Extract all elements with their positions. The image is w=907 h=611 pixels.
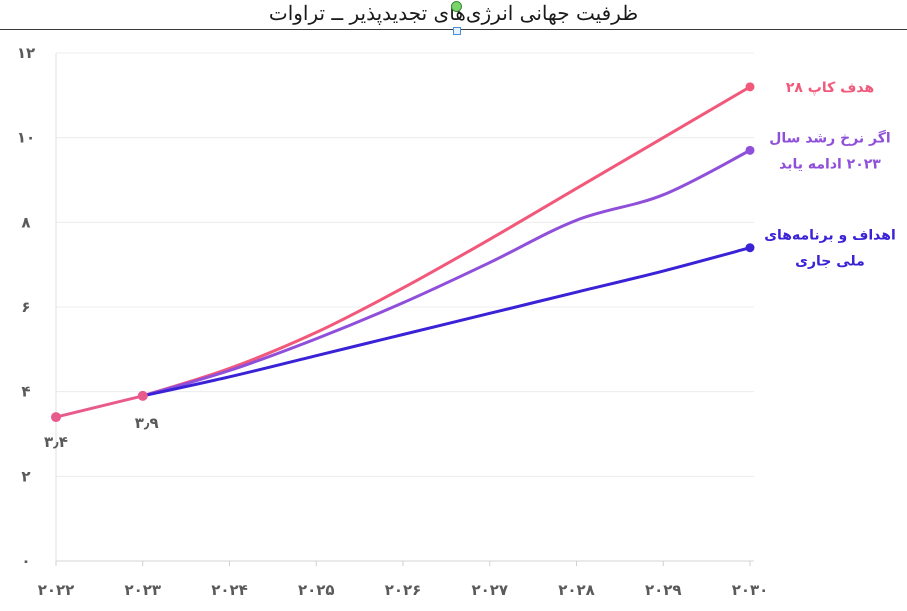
series-end-point	[745, 82, 755, 92]
x-tick-label: ۲۰۲۷	[471, 581, 508, 599]
series-label: ملی جاری	[795, 254, 865, 270]
history-point	[137, 390, 148, 401]
series-label: اگر نرخ رشد سال	[769, 129, 890, 146]
series-end-point	[745, 145, 755, 155]
grid-lines	[56, 52, 754, 562]
series-line	[141, 246, 752, 398]
x-tick-label: ۲۰۳۰	[732, 581, 769, 599]
x-tick-label: ۲۰۲۵	[298, 581, 335, 599]
x-tick-label: ۲۰۲۴	[211, 581, 248, 599]
series-label: هدف کاپ ۲۸	[786, 80, 874, 96]
x-tick-label: ۲۰۲۳	[124, 581, 161, 599]
series-line	[141, 148, 752, 398]
y-tick-label: ۱۰	[17, 129, 35, 147]
x-tick-label: ۲۰۲۲	[38, 581, 75, 599]
history-line-path	[55, 394, 144, 419]
history-line: ۳٫۴ ۳٫۹	[44, 390, 159, 451]
history-point	[51, 412, 61, 423]
series-labels: هدف کاپ ۲۸ اگر نرخ رشد سال ۲۰۲۳ ادامه یابد…	[764, 80, 896, 270]
y-tick-label: ۶	[21, 298, 30, 316]
resize-handle[interactable]	[453, 27, 461, 35]
series-label: ۲۰۲۳ ادامه یابد	[779, 156, 881, 172]
x-axis: ۲۰۲۲ ۲۰۲۳ ۲۰۲۴ ۲۰۲۵ ۲۰۲۶ ۲۰۲۷ ۲۰۲۸ ۲۰۲۹ ۲۰۳۰	[38, 560, 769, 599]
x-tick-label: ۲۰۲۸	[558, 581, 595, 599]
history-data-label: ۳٫۴	[44, 433, 68, 451]
series-line	[141, 85, 752, 398]
series-lines	[141, 82, 755, 398]
x-tick-label: ۲۰۲۶	[385, 581, 422, 599]
y-tick-label: ۱۲	[17, 44, 35, 62]
y-tick-label: ۲	[21, 467, 30, 485]
y-axis: ۰ ۲ ۴ ۶ ۸ ۱۰ ۱۲	[17, 44, 57, 570]
x-tick-label: ۲۰۲۹	[645, 581, 682, 599]
series-label: اهداف و برنامه‌های	[764, 228, 896, 244]
rotate-handle[interactable]	[451, 1, 462, 12]
y-tick-label: ۴	[21, 383, 30, 401]
y-tick-label: ۸	[21, 213, 30, 231]
series-end-point	[745, 243, 755, 253]
y-tick-label: ۰	[21, 552, 30, 570]
history-data-label: ۳٫۹	[135, 414, 159, 432]
